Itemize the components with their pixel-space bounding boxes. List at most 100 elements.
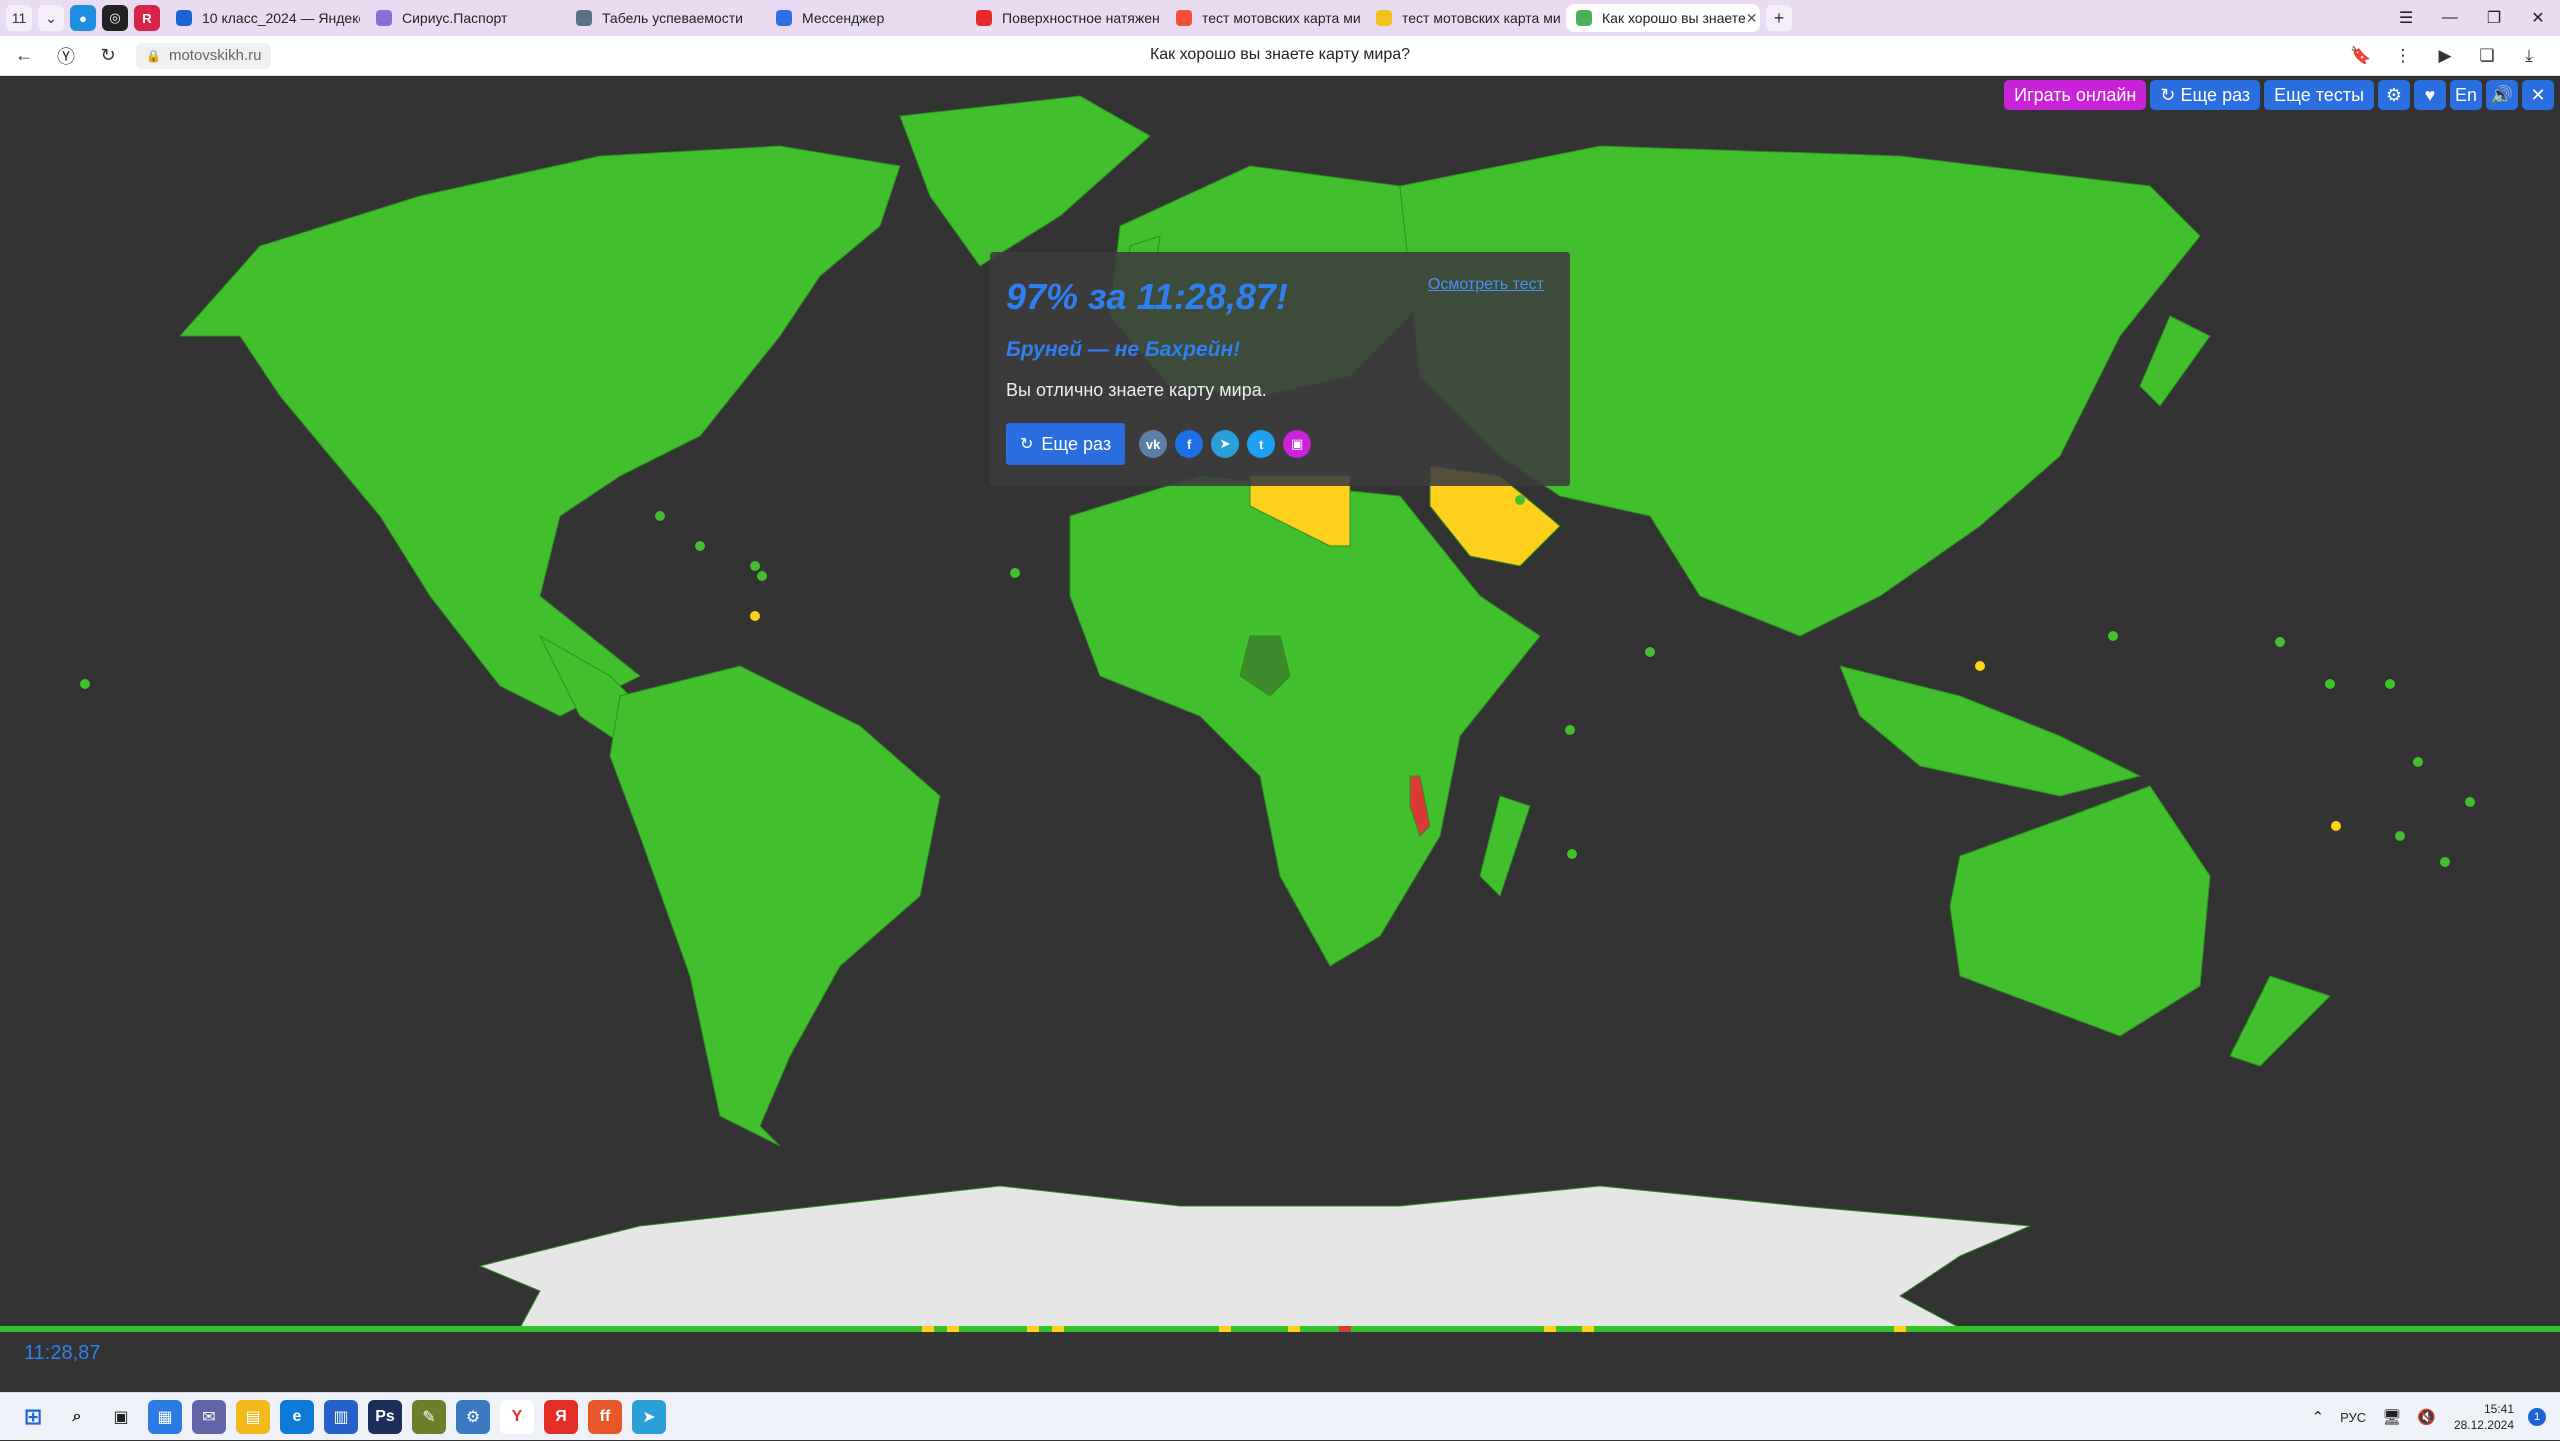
tab-counter[interactable]: 11 bbox=[6, 5, 32, 31]
yandex-home-icon[interactable]: Ⓨ bbox=[57, 46, 75, 67]
file-explorer-icon[interactable]: ▤ bbox=[236, 1399, 270, 1434]
island-marker[interactable] bbox=[2413, 757, 2423, 767]
download-icon[interactable]: ⤓ bbox=[2525, 46, 2533, 65]
region-africa[interactable] bbox=[1069, 475, 1541, 967]
region-madagascar[interactable] bbox=[1479, 795, 1531, 897]
review-test-link[interactable]: Осмотреть тест bbox=[1427, 276, 1544, 293]
yandex-browser-icon[interactable]: Y bbox=[500, 1399, 534, 1434]
island-marker[interactable] bbox=[2108, 631, 2118, 641]
gear-icon[interactable]: ⚙ bbox=[2378, 80, 2410, 110]
telegram-share-icon[interactable]: ➤ bbox=[1211, 430, 1240, 458]
pinned-tab-3[interactable]: R bbox=[134, 5, 160, 31]
region-north-america[interactable] bbox=[178, 145, 901, 717]
search-icon[interactable]: ⌕ bbox=[72, 1407, 82, 1425]
region-japan[interactable] bbox=[2139, 315, 2211, 407]
close-icon[interactable]: ✕ bbox=[2522, 80, 2554, 110]
island-marker[interactable] bbox=[2440, 857, 2450, 867]
volume-muted-icon[interactable]: 🔇 bbox=[2417, 1409, 2436, 1426]
tab-list-chevron-icon[interactable]: ⌄ bbox=[38, 5, 64, 31]
address-bar-actions: 🔖 ⋮ ▶ ❏ ⤓ bbox=[2340, 36, 2550, 76]
island-marker[interactable] bbox=[2275, 637, 2285, 647]
media-icon[interactable]: ▶ bbox=[2438, 46, 2452, 65]
tab-7[interactable]: тест мотовских карта ми bbox=[1366, 4, 1560, 32]
restore-icon[interactable]: ❐ bbox=[2486, 10, 2502, 27]
island-marker[interactable] bbox=[757, 571, 767, 581]
edge-icon[interactable]: e bbox=[280, 1399, 314, 1434]
island-marker[interactable] bbox=[1225, 685, 1235, 695]
collections-icon[interactable]: ❏ bbox=[2479, 46, 2495, 65]
chevron-up-icon[interactable]: ⌃ bbox=[2311, 1409, 2325, 1426]
minimize-icon[interactable]: — bbox=[2442, 9, 2458, 26]
region-antarctica[interactable] bbox=[478, 1185, 2031, 1328]
island-marker[interactable] bbox=[2325, 679, 2335, 689]
close-window-icon[interactable]: ✕ bbox=[2531, 10, 2545, 27]
island-marker[interactable] bbox=[2465, 797, 2475, 807]
again-top-button[interactable]: ↻ Еще раз bbox=[2150, 80, 2261, 110]
photoshop-icon[interactable]: Ps bbox=[368, 1399, 402, 1434]
tab-list: 10 класс_2024 — Яндекс.Д Сириус.Паспорт Та… bbox=[160, 4, 1760, 32]
widgets-icon[interactable]: ▦ bbox=[148, 1399, 182, 1434]
alice-icon[interactable]: ☰ bbox=[2398, 10, 2414, 27]
network-icon[interactable]: 🖥 bbox=[2382, 1409, 2402, 1426]
firefox-icon[interactable]: ff bbox=[588, 1399, 622, 1434]
island-marker[interactable] bbox=[1567, 849, 1577, 859]
island-marker[interactable] bbox=[1010, 568, 1020, 578]
island-marker[interactable] bbox=[2331, 821, 2341, 831]
store-icon[interactable]: ▥ bbox=[324, 1399, 358, 1434]
telegram-icon[interactable]: ➤ bbox=[632, 1399, 666, 1434]
pinned-tab-1[interactable]: ● bbox=[70, 5, 96, 31]
island-marker[interactable] bbox=[2385, 679, 2395, 689]
island-marker[interactable] bbox=[750, 611, 760, 621]
task-view-icon[interactable]: ▣ bbox=[113, 1408, 129, 1426]
back-icon[interactable]: ← bbox=[15, 45, 33, 65]
region-south-america[interactable] bbox=[609, 665, 941, 1147]
island-marker[interactable] bbox=[750, 561, 760, 571]
facebook-share-icon[interactable]: f bbox=[1175, 430, 1204, 458]
island-marker[interactable] bbox=[1515, 495, 1525, 505]
island-marker[interactable] bbox=[80, 679, 90, 689]
more-tests-button[interactable]: Еще тесты bbox=[2264, 80, 2374, 110]
heart-icon[interactable]: ♥ bbox=[2414, 80, 2446, 110]
yandex-icon[interactable]: Я bbox=[544, 1399, 578, 1434]
region-greenland[interactable] bbox=[899, 95, 1151, 267]
island-marker[interactable] bbox=[1565, 725, 1575, 735]
again-button[interactable]: ↻ Еще раз bbox=[1006, 423, 1126, 465]
bookmark-icon[interactable]: 🔖 bbox=[2350, 46, 2372, 65]
chat-icon[interactable]: ✉ bbox=[192, 1399, 226, 1434]
sound-icon[interactable]: 🔊 bbox=[2486, 80, 2518, 110]
region-australia[interactable] bbox=[1949, 785, 2211, 1037]
notification-badge[interactable]: 1 bbox=[2528, 1408, 2546, 1426]
tab-2[interactable]: Сириус.Паспорт bbox=[366, 4, 560, 32]
reload-icon[interactable]: ↻ bbox=[100, 45, 116, 65]
tab-8[interactable]: Как хорошо вы знаете ✕ bbox=[1566, 4, 1760, 32]
twitter-share-icon[interactable]: t bbox=[1247, 430, 1276, 458]
tab-4[interactable]: Мессенджер bbox=[766, 4, 960, 32]
tab-5[interactable]: Поверхностное натяжен bbox=[966, 4, 1160, 32]
clock[interactable]: 15:41 28.12.2024 bbox=[2454, 1401, 2514, 1433]
more-icon[interactable]: ⋮ bbox=[2394, 46, 2412, 65]
url-field[interactable]: 🔒 motovskikh.ru bbox=[136, 42, 272, 69]
app-icon-2[interactable]: ⚙ bbox=[456, 1399, 490, 1434]
pinned-tab-2[interactable]: ◎ bbox=[102, 5, 128, 31]
play-online-button[interactable]: Играть онлайн bbox=[2004, 80, 2147, 110]
region-southeast-asia-islands[interactable] bbox=[1839, 665, 2142, 797]
tab-close-icon[interactable]: ✕ bbox=[1745, 9, 1758, 26]
island-marker[interactable] bbox=[2395, 831, 2405, 841]
image-share-icon[interactable]: ▣ bbox=[1283, 430, 1312, 458]
language-button[interactable]: En bbox=[2450, 80, 2482, 110]
app-icon-1[interactable]: ✎ bbox=[412, 1399, 446, 1434]
tab-1[interactable]: 10 класс_2024 — Яндекс.Д bbox=[166, 4, 360, 32]
new-tab-button[interactable]: + bbox=[1766, 5, 1792, 31]
input-language[interactable]: РУС bbox=[2340, 1409, 2367, 1425]
region-new-zealand[interactable] bbox=[2229, 975, 2331, 1067]
island-marker[interactable] bbox=[1975, 661, 1985, 671]
island-marker[interactable] bbox=[655, 511, 665, 521]
tab-6[interactable]: тест мотовских карта ми bbox=[1166, 4, 1360, 32]
island-marker[interactable] bbox=[695, 541, 705, 551]
start-icon[interactable]: ⊞ bbox=[23, 1403, 43, 1429]
tab-3[interactable]: Табель успеваемости bbox=[566, 4, 760, 32]
country-malawi[interactable] bbox=[1409, 775, 1431, 837]
country-cameroon[interactable] bbox=[1239, 635, 1291, 697]
island-marker[interactable] bbox=[1645, 647, 1655, 657]
vk-share-icon[interactable]: vk bbox=[1139, 430, 1168, 458]
